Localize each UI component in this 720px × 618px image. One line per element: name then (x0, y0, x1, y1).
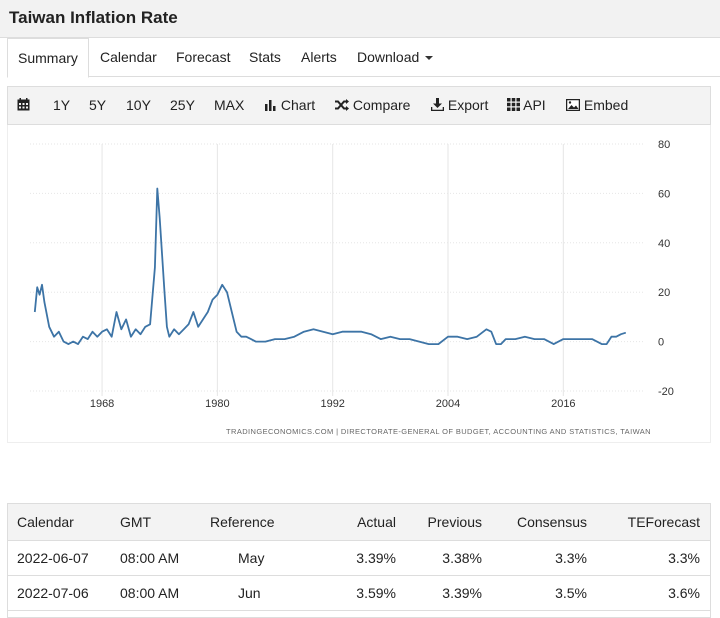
tab-bar: Summary Calendar Forecast Stats Alerts D… (7, 38, 720, 78)
grid-icon (507, 98, 520, 112)
embed-button[interactable]: Embed (565, 87, 629, 124)
cell-actual: 3.59% (356, 584, 396, 601)
x-tick-label: 1968 (90, 398, 114, 410)
shuffle-icon (335, 98, 349, 111)
download-icon (430, 98, 445, 112)
cell-spacer (700, 575, 710, 610)
y-tick-label: 40 (658, 238, 670, 250)
range-1y-button[interactable]: 1Y (53, 97, 71, 113)
embed-label: Embed (583, 97, 629, 113)
col-spacer (700, 504, 710, 540)
tab-stats[interactable]: Stats (249, 49, 281, 65)
compare-button[interactable]: Compare (334, 87, 410, 124)
tab-calendar[interactable]: Calendar (100, 49, 157, 65)
tab-download[interactable]: Download (357, 38, 434, 77)
table-row: 2022-06-07 08:00 AM May 3.39% 3.38% 3.3%… (8, 540, 710, 575)
caret-down-icon (425, 56, 434, 61)
chart-type-button[interactable]: Chart (264, 87, 315, 124)
y-tick-label: -20 (658, 386, 674, 398)
chart-toolbar: 1Y 5Y 10Y 25Y MAX Chart Compare Export A… (7, 86, 711, 125)
cell-reference: Jun (238, 584, 261, 601)
range-25y-button[interactable]: 25Y (170, 97, 195, 113)
title-bar: Taiwan Inflation Rate (0, 0, 720, 38)
y-tick-label: 0 (658, 337, 664, 349)
y-tick-label: 60 (658, 188, 670, 200)
export-label: Export (447, 97, 489, 113)
col-gmt: GMT (120, 513, 152, 530)
cell-spacer (700, 540, 710, 575)
range-5y-button[interactable]: 5Y (89, 97, 107, 113)
cell-reference: May (238, 549, 265, 566)
cell-teforecast: 3.6% (668, 584, 700, 601)
tab-download-label: Download (357, 49, 420, 65)
x-tick-label: 1980 (205, 398, 229, 410)
col-actual: Actual (357, 513, 396, 530)
x-tick-label: 2016 (551, 398, 575, 410)
bar-chart-icon (265, 99, 276, 111)
tab-summary[interactable]: Summary (7, 38, 89, 78)
col-teforecast: TEForecast (627, 513, 700, 530)
range-max-button[interactable]: MAX (214, 97, 245, 113)
col-consensus: Consensus (516, 513, 587, 530)
table-row-empty (8, 610, 710, 617)
page-title: Taiwan Inflation Rate (9, 8, 178, 27)
col-reference: Reference (210, 513, 275, 530)
chart-panel: 80 60 40 20 0 -20 1968 1980 1992 2004 2016 TRADINGE… (7, 125, 711, 443)
inflation-series-line (33, 187, 627, 345)
range-10y-button[interactable]: 10Y (126, 97, 151, 113)
x-tick-label: 2004 (436, 398, 460, 410)
export-button[interactable]: Export (430, 87, 489, 124)
x-tick-label: 1992 (320, 398, 344, 410)
api-button[interactable]: API (507, 87, 546, 124)
inflation-line-chart: 80 60 40 20 0 -20 1968 1980 1992 2004 2016 TRADINGE… (30, 139, 674, 436)
col-previous: Previous (427, 513, 482, 530)
cell-teforecast: 3.3% (668, 549, 700, 566)
cell-previous: 3.39% (442, 584, 482, 601)
chart-type-label: Chart (280, 97, 316, 113)
cell-actual: 3.39% (356, 549, 396, 566)
col-calendar: Calendar (17, 513, 74, 530)
cell-date: 2022-06-07 (17, 549, 89, 566)
y-tick-label: 20 (658, 287, 670, 299)
cell-previous: 3.38% (442, 549, 482, 566)
cell-gmt: 08:00 AM (120, 549, 180, 566)
empty-cell (8, 610, 710, 617)
compare-label: Compare (352, 97, 411, 113)
cell-consensus: 3.5% (555, 584, 587, 601)
image-icon (565, 98, 581, 112)
table-row: 2022-07-06 08:00 AM Jun 3.59% 3.39% 3.5%… (8, 575, 710, 610)
tab-forecast[interactable]: Forecast (176, 49, 231, 65)
cell-gmt: 08:00 AM (120, 584, 180, 601)
table-header-row: Calendar GMT Reference Actual Previous C… (8, 504, 710, 540)
calendar-icon[interactable] (17, 87, 30, 124)
tab-alerts[interactable]: Alerts (301, 49, 337, 65)
cell-date: 2022-07-06 (17, 584, 89, 601)
calendar-table: Calendar GMT Reference Actual Previous C… (7, 503, 711, 618)
y-tick-label: 80 (658, 139, 670, 151)
api-label: API (523, 97, 546, 113)
cell-consensus: 3.3% (555, 549, 587, 566)
chart-attribution: TRADINGECONOMICS.COM | DIRECTORATE-GENER… (226, 427, 651, 436)
